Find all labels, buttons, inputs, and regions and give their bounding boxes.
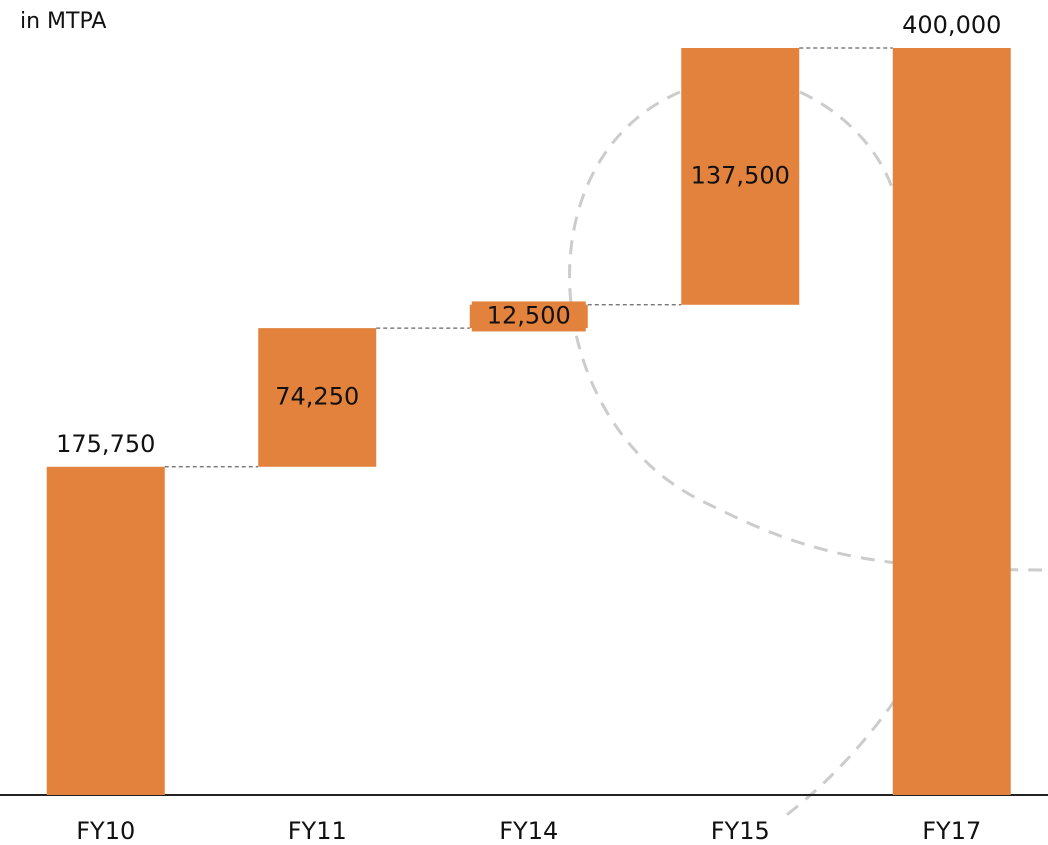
value-label: 137,500 xyxy=(691,161,790,189)
label-background xyxy=(260,382,375,413)
x-tick-label: FY10 xyxy=(76,817,135,845)
bar xyxy=(46,466,165,795)
x-tick-label: FY15 xyxy=(711,817,770,845)
x-tick-label: FY17 xyxy=(922,817,981,845)
decor-arc xyxy=(779,699,897,822)
decor-arc xyxy=(799,90,897,201)
x-tick-label: FY11 xyxy=(288,817,347,845)
label-background xyxy=(683,161,798,192)
decor-arc xyxy=(568,90,1048,572)
value-label: 74,250 xyxy=(275,382,359,410)
value-label: 175,750 xyxy=(56,430,155,458)
value-label: 12,500 xyxy=(487,301,571,329)
label-background xyxy=(471,301,586,332)
subtitle: in MTPA xyxy=(20,9,106,34)
x-tick-label: FY14 xyxy=(499,817,558,845)
bar xyxy=(892,48,1011,795)
value-label: 400,000 xyxy=(902,11,1001,39)
